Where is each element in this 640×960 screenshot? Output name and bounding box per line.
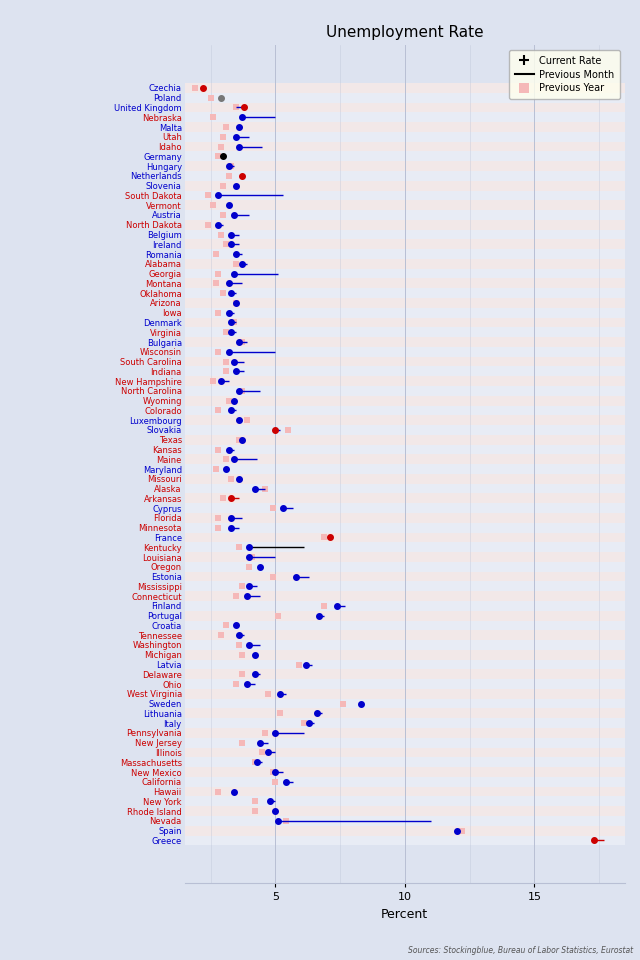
Bar [184, 161, 625, 171]
Bar [184, 308, 625, 318]
Bar [184, 465, 625, 474]
Bar [184, 396, 625, 405]
Bar [184, 376, 625, 386]
Bar [184, 708, 625, 718]
Bar [184, 660, 625, 669]
Bar [184, 562, 625, 571]
Bar [184, 757, 625, 767]
Bar [184, 582, 625, 591]
Bar [184, 152, 625, 161]
Bar [184, 679, 625, 689]
Bar [184, 347, 625, 357]
Bar [184, 738, 625, 748]
Bar [184, 571, 625, 582]
Legend: Current Rate, Previous Month, Previous Year: Current Rate, Previous Month, Previous Y… [509, 50, 620, 99]
Bar [184, 171, 625, 180]
Bar [184, 718, 625, 728]
Bar [184, 826, 625, 835]
Bar [184, 620, 625, 631]
Bar [184, 474, 625, 484]
Bar [184, 132, 625, 142]
Bar [184, 523, 625, 533]
Bar [184, 748, 625, 757]
Bar [184, 318, 625, 327]
Bar [184, 250, 625, 259]
Bar [184, 425, 625, 435]
Bar [184, 835, 625, 846]
Bar [184, 269, 625, 278]
Bar [184, 386, 625, 396]
Bar [184, 542, 625, 552]
Bar [184, 503, 625, 513]
Bar [184, 259, 625, 269]
Bar [184, 327, 625, 337]
Bar [184, 493, 625, 503]
Bar [184, 357, 625, 367]
Bar [184, 337, 625, 347]
Bar [184, 728, 625, 738]
Bar [184, 190, 625, 201]
Bar [184, 601, 625, 611]
Bar [184, 278, 625, 288]
Bar [184, 591, 625, 601]
Bar [184, 767, 625, 777]
Bar [184, 650, 625, 660]
Bar [184, 797, 625, 806]
Bar [184, 84, 625, 93]
Bar [184, 444, 625, 454]
Bar [184, 552, 625, 562]
Bar [184, 786, 625, 797]
X-axis label: Percent: Percent [381, 908, 428, 921]
Bar [184, 611, 625, 620]
Bar [184, 816, 625, 826]
Bar [184, 699, 625, 708]
Bar [184, 103, 625, 112]
Bar [184, 201, 625, 210]
Bar [184, 435, 625, 444]
Bar [184, 367, 625, 376]
Bar [184, 669, 625, 679]
Bar [184, 533, 625, 542]
Bar [184, 777, 625, 786]
Bar [184, 631, 625, 640]
Bar [184, 640, 625, 650]
Bar [184, 288, 625, 298]
Bar [184, 93, 625, 103]
Bar [184, 806, 625, 816]
Bar [184, 416, 625, 425]
Title: Unemployment Rate: Unemployment Rate [326, 25, 484, 39]
Bar [184, 122, 625, 132]
Bar [184, 210, 625, 220]
Bar [184, 112, 625, 122]
Bar [184, 298, 625, 308]
Bar [184, 180, 625, 190]
Bar [184, 513, 625, 523]
Bar [184, 229, 625, 239]
Bar [184, 484, 625, 493]
Bar [184, 142, 625, 152]
Bar [184, 239, 625, 250]
Text: Sources: Stockingblue, Bureau of Labor Statistics, Eurostat: Sources: Stockingblue, Bureau of Labor S… [408, 947, 634, 955]
Bar [184, 454, 625, 465]
Bar [184, 220, 625, 229]
Bar [184, 689, 625, 699]
Bar [184, 405, 625, 416]
